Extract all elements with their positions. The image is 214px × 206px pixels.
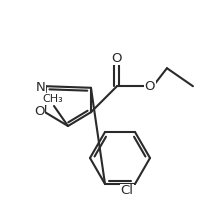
Text: Cl: Cl [120, 185, 134, 198]
Text: N: N [36, 81, 45, 94]
Text: O: O [34, 105, 45, 118]
Text: CH₃: CH₃ [43, 94, 63, 104]
Text: O: O [145, 80, 155, 93]
Text: O: O [112, 52, 122, 65]
